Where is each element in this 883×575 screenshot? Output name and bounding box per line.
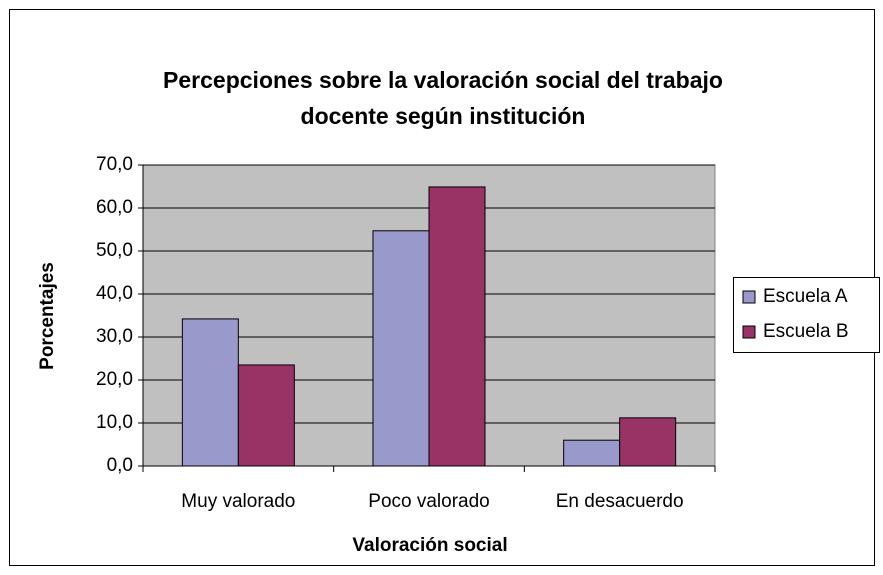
legend-box [733, 277, 880, 353]
bar [428, 186, 486, 467]
x-axis-title: Valoración social [352, 535, 507, 556]
bar [619, 417, 677, 467]
chart-title: docente según institución [301, 103, 586, 129]
chart-title: Percepciones sobre la valoración social … [163, 67, 723, 93]
legend-label: Escuela B [763, 321, 849, 342]
y-tick-label: 10,0 [96, 412, 133, 433]
y-axis-title: Porcentajes [37, 262, 58, 370]
y-tick-label: 40,0 [96, 283, 133, 304]
y-tick-label: 60,0 [96, 197, 133, 218]
bar [237, 364, 295, 467]
legend-swatch [742, 325, 756, 339]
y-tick-label: 0,0 [107, 455, 133, 476]
bar [181, 318, 239, 467]
bar [372, 230, 430, 467]
x-tick-label: En desacuerdo [556, 491, 684, 512]
y-tick-label: 50,0 [96, 240, 133, 261]
y-tick-label: 30,0 [96, 326, 133, 347]
bar [563, 439, 621, 467]
legend-swatch [742, 290, 756, 304]
y-tick-label: 70,0 [96, 154, 133, 175]
x-tick-label: Poco valorado [368, 491, 489, 512]
x-tick-label: Muy valorado [181, 491, 295, 512]
legend-label: Escuela A [763, 286, 848, 307]
y-tick-label: 20,0 [96, 369, 133, 390]
